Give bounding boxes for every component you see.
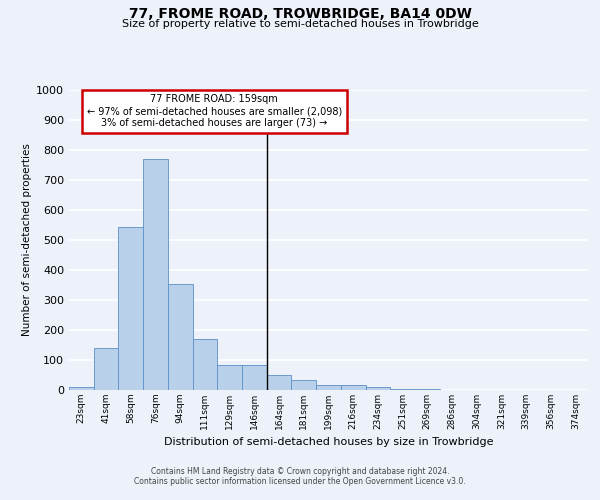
Bar bbox=[365, 388, 390, 390]
Bar bbox=[267, 375, 292, 390]
Text: 77, FROME ROAD, TROWBRIDGE, BA14 0DW: 77, FROME ROAD, TROWBRIDGE, BA14 0DW bbox=[128, 8, 472, 22]
Bar bbox=[118, 226, 143, 390]
Bar bbox=[143, 159, 168, 390]
Bar bbox=[341, 384, 365, 390]
Bar bbox=[168, 284, 193, 390]
Bar bbox=[415, 388, 440, 390]
Bar bbox=[217, 365, 242, 390]
Bar bbox=[292, 380, 316, 390]
X-axis label: Distribution of semi-detached houses by size in Trowbridge: Distribution of semi-detached houses by … bbox=[164, 438, 493, 448]
Text: Contains HM Land Registry data © Crown copyright and database right 2024.: Contains HM Land Registry data © Crown c… bbox=[151, 467, 449, 476]
Bar bbox=[69, 387, 94, 390]
Text: 77 FROME ROAD: 159sqm
← 97% of semi-detached houses are smaller (2,098)
3% of se: 77 FROME ROAD: 159sqm ← 97% of semi-deta… bbox=[86, 94, 342, 128]
Bar bbox=[94, 348, 118, 390]
Y-axis label: Number of semi-detached properties: Number of semi-detached properties bbox=[22, 144, 32, 336]
Bar bbox=[316, 384, 341, 390]
Bar bbox=[242, 365, 267, 390]
Bar bbox=[193, 339, 217, 390]
Text: Contains public sector information licensed under the Open Government Licence v3: Contains public sector information licen… bbox=[134, 477, 466, 486]
Text: Size of property relative to semi-detached houses in Trowbridge: Size of property relative to semi-detach… bbox=[122, 19, 478, 29]
Bar bbox=[390, 388, 415, 390]
